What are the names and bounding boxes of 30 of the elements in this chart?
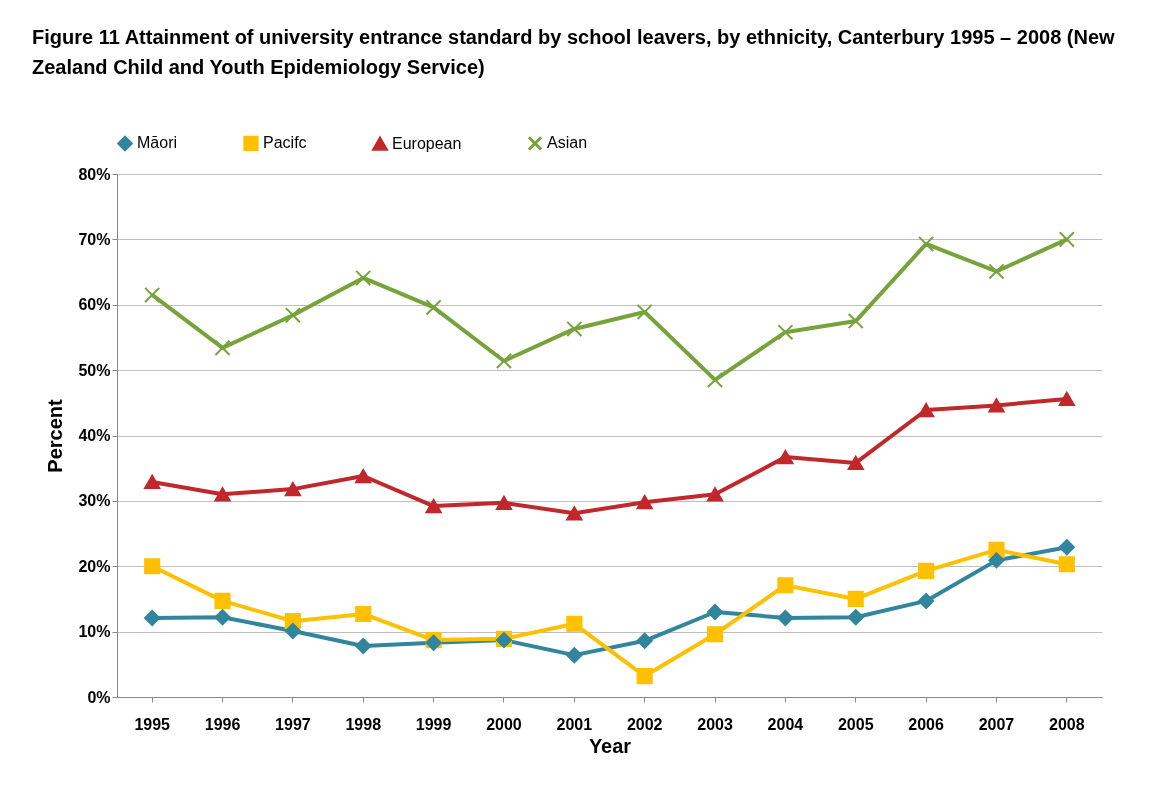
legend-label: Māori bbox=[137, 134, 178, 152]
x-tick-label: 2008 bbox=[1049, 715, 1085, 733]
y-axis-title: Percent bbox=[44, 398, 67, 473]
y-tick-label: 0% bbox=[87, 688, 111, 706]
legend-label: Pacifc bbox=[263, 134, 307, 152]
x-tick-label: 2006 bbox=[908, 715, 945, 733]
y-tick-label: 70% bbox=[78, 230, 111, 248]
x-tick-label: 2002 bbox=[626, 715, 663, 733]
y-tick-label: 50% bbox=[78, 361, 111, 379]
y-tick-label: 30% bbox=[78, 492, 111, 510]
x-tick-label: 1998 bbox=[345, 715, 382, 733]
x-tick-label: 2004 bbox=[767, 715, 804, 733]
x-tick-label: 1997 bbox=[275, 715, 311, 733]
legend-label: Asian bbox=[547, 134, 588, 152]
chart-title: Figure 11 Attainment of university entrance standard by school leavers, by ethnicity, Canterbury 1995 – 2008 (New Zealand Child and Youth Epidemiology Service) bbox=[32, 25, 1116, 80]
y-tick-label: 20% bbox=[78, 557, 111, 575]
x-tick-label: 1996 bbox=[204, 715, 241, 733]
y-tick-label: 80% bbox=[78, 165, 111, 183]
y-tick-label: 60% bbox=[78, 296, 111, 314]
x-tick-label: 2007 bbox=[978, 715, 1015, 733]
x-tick-label: 2000 bbox=[486, 715, 522, 733]
x-tick-label: 2001 bbox=[556, 715, 593, 733]
x-tick-label: 2003 bbox=[697, 715, 733, 733]
x-tick-label: 1999 bbox=[415, 715, 452, 733]
legend-label: European bbox=[392, 134, 462, 152]
y-tick-label: 10% bbox=[78, 623, 111, 641]
x-axis-title: Year bbox=[588, 734, 632, 757]
y-tick-label: 40% bbox=[78, 427, 111, 444]
x-tick-label: 1995 bbox=[134, 715, 171, 733]
x-tick-label: 2005 bbox=[837, 715, 874, 733]
